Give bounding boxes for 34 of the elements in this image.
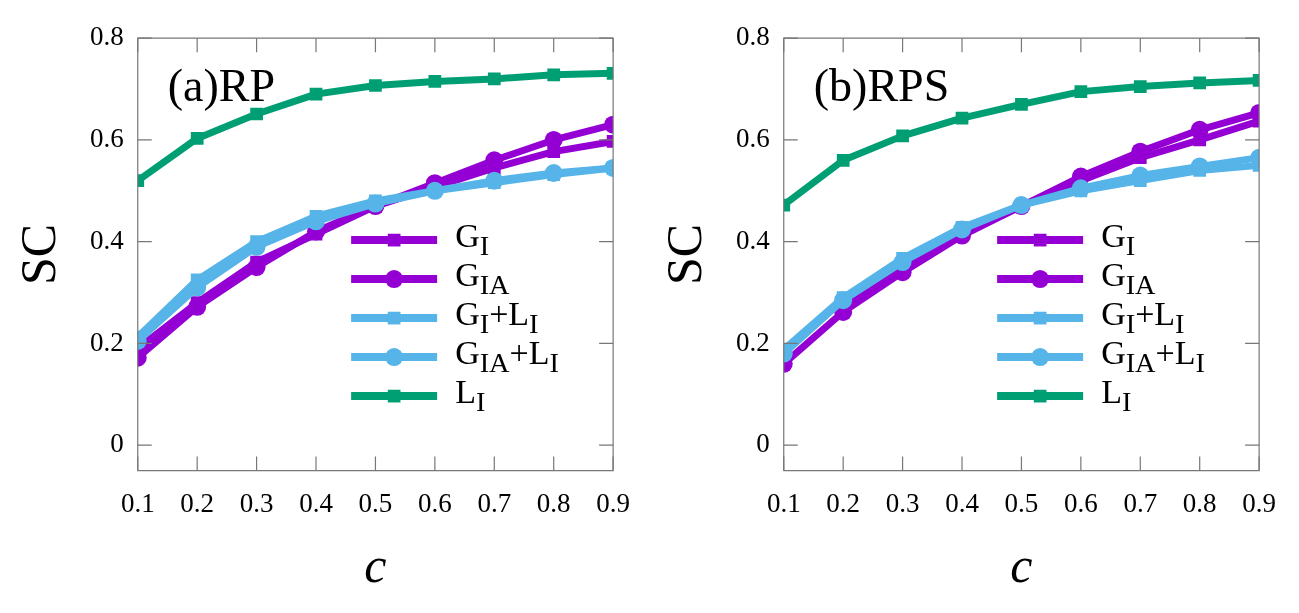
y-tick-label: 0.2 [736,326,770,357]
x-tick-label: 0.6 [417,487,452,518]
x-tick-label: 0.2 [826,487,861,518]
x-tick-label: 0.1 [120,487,155,518]
x-tick-label: 0.9 [1242,487,1276,518]
x-tick-label: 0.2 [180,487,215,518]
x-tick-label: 0.7 [1123,487,1158,518]
y-tick-label: 0.2 [90,326,124,357]
y-tick-label: 0.8 [90,21,124,52]
x-tick-label: 0.4 [299,487,334,518]
x-tick-label: 0.3 [885,487,920,518]
x-axis-title: c [1010,537,1033,594]
x-tick-label: 0.8 [536,487,571,518]
x-tick-label: 0.8 [1182,487,1217,518]
x-tick-label: 0.9 [596,487,630,518]
y-tick-label: 0.8 [736,21,770,52]
x-tick-label: 0.1 [766,487,801,518]
x-tick-label: 0.4 [945,487,980,518]
y-axis-title: SC [10,223,67,285]
y-tick-label: 0 [110,428,124,459]
x-tick-label: 0.5 [1004,487,1039,518]
y-tick-label: 0.6 [736,123,770,154]
x-tick-label: 0.6 [1063,487,1098,518]
y-tick-label: 0 [756,428,770,459]
y-tick-label: 0.6 [90,123,124,154]
y-tick-label: 0.4 [90,224,125,255]
y-tick-label: 0.4 [736,224,771,255]
x-tick-label: 0.3 [239,487,274,518]
x-tick-label: 0.5 [358,487,393,518]
y-axis-title: SC [656,223,713,285]
x-tick-label: 0.7 [477,487,512,518]
text: (b)RPS [813,60,950,112]
x-axis-title: c [364,537,387,594]
text: (a)RP [167,60,276,112]
